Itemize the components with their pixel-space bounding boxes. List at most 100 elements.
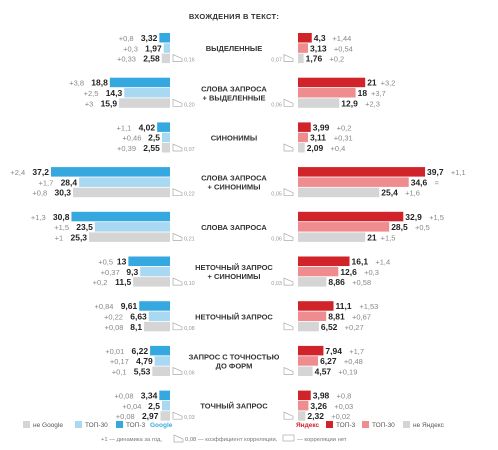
google-delta-label: +1 xyxy=(55,233,64,242)
yandex-corr-icon xyxy=(283,277,294,286)
legend-yandex-top3-swatch xyxy=(326,421,333,428)
google-bar xyxy=(144,321,170,332)
yandex-corr-label: 0,03 xyxy=(271,281,282,287)
legend-google-top3-swatch xyxy=(116,421,123,428)
legend-yandex-top3: ТОП-3 xyxy=(336,422,356,429)
google-value-label: 2,5 xyxy=(148,133,160,143)
yandex-value-label: 7,94 xyxy=(325,346,342,356)
google-bar xyxy=(163,43,170,53)
yandex-delta-label: +1,7 xyxy=(349,347,364,356)
google-corr-label: 0,07 xyxy=(184,147,195,153)
google-value-label: 3,34 xyxy=(141,391,158,401)
google-delta-label: +0,5 xyxy=(98,258,113,267)
google-bar xyxy=(109,77,170,88)
google-delta-label: +0,01 xyxy=(105,347,124,356)
yandex-bar xyxy=(298,177,409,187)
yandex-value-label: 3,11 xyxy=(310,133,326,143)
yandex-value-label: 18 xyxy=(358,88,368,98)
yandex-value-label: 3,99 xyxy=(313,122,330,132)
google-delta-label: +1,7 xyxy=(39,178,54,187)
category-label: + ВЫДЕЛЕННЫЕ xyxy=(202,93,265,102)
google-value-label: 30,8 xyxy=(53,212,70,222)
google-corr-label: 0,06 xyxy=(184,371,195,377)
google-corr-label: 0,21 xyxy=(184,236,195,242)
footnote-corr: 0,08 — коэффициент корреляции, xyxy=(185,437,278,443)
google-value-label: 37,2 xyxy=(32,167,49,177)
yandex-delta-label: +0,2 xyxy=(337,123,352,132)
yandex-value-label: 11,1 xyxy=(336,301,352,311)
google-value-label: 9,61 xyxy=(121,301,138,311)
google-delta-label: +0,2 xyxy=(93,278,108,287)
yandex-delta-label: +0,03 xyxy=(334,402,353,411)
category-label: НЕТОЧНЫЙ ЗАПРОС xyxy=(195,263,273,272)
yandex-bar xyxy=(298,77,366,88)
google-delta-label: +0,33 xyxy=(117,55,136,64)
google-value-label: 9,3 xyxy=(126,267,138,277)
google-bar xyxy=(79,177,170,187)
footnote-nocorr: — корреляции нет xyxy=(297,437,347,443)
yandex-corr-icon xyxy=(283,322,294,331)
google-delta-label: +0,84 xyxy=(94,302,113,311)
google-bar xyxy=(159,390,170,401)
yandex-value-label: 1,76 xyxy=(306,54,323,64)
yandex-delta-label: +1,5 xyxy=(429,213,444,222)
google-value-label: 30,3 xyxy=(54,188,71,198)
google-delta-label: +0,08 xyxy=(115,392,134,401)
legend-google-brand: Google xyxy=(150,422,173,429)
yandex-delta-label: +0,02 xyxy=(331,412,350,421)
yandex-corr-icon xyxy=(283,366,294,375)
yandex-bar xyxy=(298,187,380,198)
yandex-bar xyxy=(298,122,311,132)
yandex-delta-label: +0,8 xyxy=(337,392,352,401)
google-value-label: 5,53 xyxy=(134,367,151,377)
chart-title: ВХОЖДЕНИЯ В ТЕКСТ: xyxy=(189,12,279,21)
google-value-label: 23,5 xyxy=(76,222,93,232)
yandex-bar xyxy=(298,33,312,43)
yandex-delta-label: +0,58 xyxy=(352,278,371,287)
yandex-value-label: 12,6 xyxy=(340,267,357,277)
google-bar xyxy=(162,132,170,143)
yandex-delta-label: +0,2 xyxy=(329,55,344,64)
yandex-value-label: 3,13 xyxy=(310,43,327,53)
google-bar xyxy=(160,411,170,421)
category-label: + СИНОНИМЫ xyxy=(208,272,261,281)
google-bar xyxy=(71,211,170,222)
yandex-delta-label: +1,4 xyxy=(375,258,390,267)
google-delta-label: +2,5 xyxy=(84,89,99,98)
yandex-bar xyxy=(298,132,308,143)
google-delta-label: +0,46 xyxy=(122,134,141,143)
legend-google-other: не Google xyxy=(33,422,63,429)
yandex-bar xyxy=(298,311,327,321)
yandex-corr-label: 0,05 xyxy=(271,192,282,198)
google-delta-label: +0,1 xyxy=(112,368,127,377)
google-corr-label: 0,08 xyxy=(184,326,195,332)
yandex-delta-label: +0,48 xyxy=(344,357,363,366)
google-value-label: 2,58 xyxy=(143,54,160,64)
yandex-value-label: 28,5 xyxy=(391,222,408,232)
category-label: НЕТОЧНЫЙ ЗАПРОС xyxy=(195,312,273,321)
google-bar xyxy=(50,167,170,177)
google-delta-label: +0,04 xyxy=(122,402,141,411)
yandex-value-label: 39,7 xyxy=(427,167,444,177)
yandex-delta-label: +0,54 xyxy=(334,44,353,53)
google-bar xyxy=(133,277,170,287)
yandex-value-label: 21 xyxy=(367,78,377,88)
google-value-label: 11,5 xyxy=(115,277,131,287)
yandex-delta-label: +0,67 xyxy=(352,313,371,322)
yandex-delta-label: +1,6 xyxy=(405,189,420,198)
google-delta-label: +1,3 xyxy=(31,213,46,222)
google-bar xyxy=(128,256,170,266)
google-bar xyxy=(154,356,170,366)
google-value-label: 13 xyxy=(117,257,127,267)
footnote-nocorr-icon xyxy=(282,434,295,442)
category-label: ЗАПРОС С ТОЧНОСТЬЮ xyxy=(189,352,280,361)
category-label: + СИНОНИМЫ xyxy=(208,183,261,192)
google-corr-icon xyxy=(172,54,183,62)
yandex-delta-label: +1,44 xyxy=(332,34,351,43)
google-bar xyxy=(157,122,170,132)
yandex-corr-icon xyxy=(283,54,294,62)
google-delta-label: +0,8 xyxy=(32,189,47,198)
footnote-delta: +1 — динамика за год, xyxy=(101,437,162,443)
google-delta-label: +0,22 xyxy=(104,313,123,322)
yandex-bar xyxy=(298,400,309,411)
